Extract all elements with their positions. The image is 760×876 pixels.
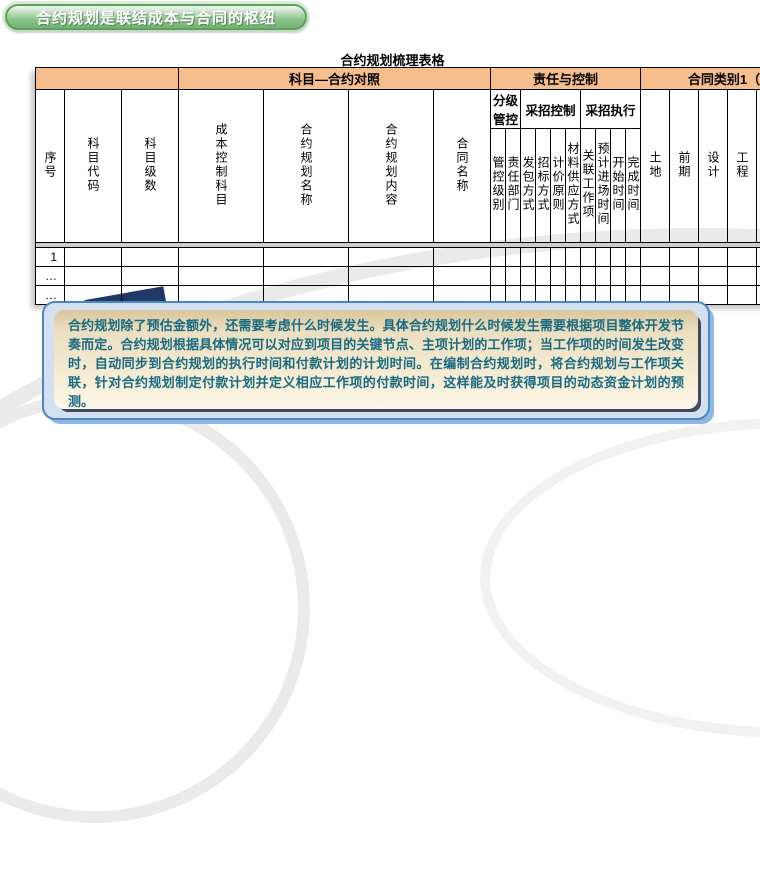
table-cell — [757, 267, 760, 286]
table-cell — [521, 248, 536, 267]
column-header-plan-content: 合约规划内容 — [349, 90, 434, 243]
column-header-land: 土地 — [641, 90, 670, 243]
sub-header-bid-execute: 采招执行 — [581, 90, 641, 129]
table-cell — [264, 248, 349, 267]
column-header-engineering: 工程 — [728, 90, 757, 243]
sub-header-grading: 分级管控 — [491, 90, 521, 129]
column-header-finish-time: 完成时间 — [626, 129, 641, 243]
table-row: … — [36, 267, 760, 286]
column-header-subject-level: 科目级数 — [122, 90, 179, 243]
table-cell — [699, 248, 728, 267]
group-header-subject-contract: 科目—合约对照 — [179, 68, 491, 90]
group-header-row: 科目—合约对照 责任与控制 合同类别1（基于专业） — [36, 68, 760, 90]
table-cell — [122, 267, 179, 286]
group-header-blank — [36, 68, 179, 90]
table-cell — [641, 248, 670, 267]
table-cell — [728, 286, 757, 305]
table-cell — [521, 267, 536, 286]
table-cell — [491, 267, 506, 286]
column-header-contracting-method: 发包方式 — [521, 129, 536, 243]
column-header-design: 设计 — [699, 90, 728, 243]
table-cell — [506, 248, 521, 267]
table-cell — [349, 267, 434, 286]
table-cell — [581, 267, 596, 286]
column-header-marketing: 营销 — [757, 90, 760, 243]
table-cell — [536, 248, 551, 267]
table-cell — [626, 267, 641, 286]
table-cell — [551, 267, 566, 286]
table-cell — [611, 248, 626, 267]
column-header-contract-name: 合同名称 — [434, 90, 491, 243]
planning-table: 科目—合约对照 责任与控制 合同类别1（基于专业） 序号 科目代码 科目级数 成… — [35, 67, 760, 305]
table-cell — [757, 248, 760, 267]
column-header-plan-name: 合约规划名称 — [264, 90, 349, 243]
row-seq-cell: 1 — [36, 248, 65, 267]
column-header-related-work-item: 关联工作项 — [581, 129, 596, 243]
table-cell — [566, 267, 581, 286]
row-seq-cell: … — [36, 267, 65, 286]
table-cell — [581, 248, 596, 267]
column-header-control-level: 管控级别 — [491, 129, 506, 243]
table-cell — [699, 267, 728, 286]
group-header-category: 合同类别1（基于专业） — [641, 68, 760, 90]
table-cell — [491, 248, 506, 267]
table-cell — [506, 267, 521, 286]
column-header-subject-code: 科目代码 — [65, 90, 122, 243]
table-cell — [536, 267, 551, 286]
table-cell — [551, 248, 566, 267]
note-panel-inner: 合约规划除了预估金额外，还需要考虑什么时候发生。具体合约规划什么时候发生需要根据… — [54, 310, 698, 409]
note-panel: 合约规划除了预估金额外，还需要考虑什么时候发生。具体合约规划什么时候发生需要根据… — [42, 301, 710, 420]
column-header-pricing-principle: 计价原则 — [551, 129, 566, 243]
table-cell — [434, 248, 491, 267]
note-text: 合约规划除了预估金额外，还需要考虑什么时候发生。具体合约规划什么时候发生需要根据… — [68, 316, 684, 411]
table-cell — [757, 286, 760, 305]
table-cell — [65, 248, 122, 267]
table-cell — [728, 248, 757, 267]
column-header-early-stage: 前期 — [670, 90, 699, 243]
table-cell — [596, 248, 611, 267]
planning-table-wrapper: 科目—合约对照 责任与控制 合同类别1（基于专业） 序号 科目代码 科目级数 成… — [35, 67, 760, 305]
table-cell — [641, 267, 670, 286]
sub-header-bid-control: 采招控制 — [521, 90, 581, 129]
column-header-seq: 序号 — [36, 90, 65, 243]
table-cell — [566, 248, 581, 267]
title-banner: 合约规划是联结成本与合同的枢纽 — [5, 4, 307, 30]
column-header-expected-entry-time: 预计进场时间 — [596, 129, 611, 243]
column-header-start-time: 开始时间 — [611, 129, 626, 243]
title-banner-label: 合约规划是联结成本与合同的枢纽 — [36, 7, 276, 28]
sub-header-row: 序号 科目代码 科目级数 成本控制科目 合约规划名称 合约规划内容 合同名称 分… — [36, 90, 760, 129]
table-cell — [596, 267, 611, 286]
table-cell — [670, 248, 699, 267]
table-cell — [670, 267, 699, 286]
table-cell — [122, 248, 179, 267]
table-cell — [264, 267, 349, 286]
group-header-responsibility: 责任与控制 — [491, 68, 641, 90]
table-cell — [179, 267, 264, 286]
table-cell — [434, 267, 491, 286]
table-cell — [179, 248, 264, 267]
column-header-cost-subject: 成本控制科目 — [179, 90, 264, 243]
column-header-bidding-method: 招标方式 — [536, 129, 551, 243]
column-header-responsible-dept: 责任部门 — [506, 129, 521, 243]
column-header-material-supply: 材料供应方式 — [566, 129, 581, 243]
table-cell — [65, 267, 122, 286]
table-cell — [626, 248, 641, 267]
table-row: 1 — [36, 248, 760, 267]
table-cell — [611, 267, 626, 286]
table-cell — [728, 267, 757, 286]
table-cell — [349, 248, 434, 267]
